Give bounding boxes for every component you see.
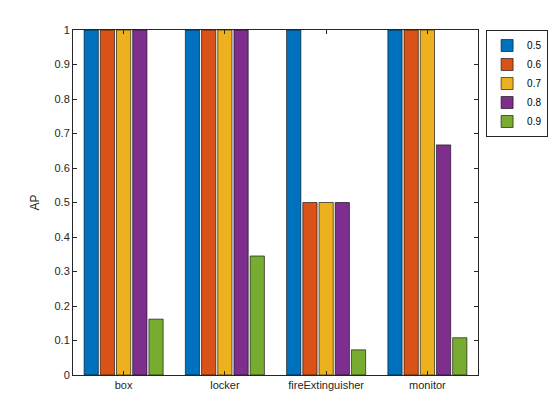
- svg-text:0.8: 0.8: [55, 93, 70, 105]
- svg-text:0.7: 0.7: [527, 78, 541, 89]
- svg-text:1: 1: [64, 24, 70, 36]
- svg-text:0.6: 0.6: [527, 59, 541, 70]
- svg-text:0.9: 0.9: [55, 58, 70, 70]
- svg-text:0.9: 0.9: [527, 116, 541, 127]
- svg-text:0.3: 0.3: [55, 265, 70, 277]
- svg-text:0.7: 0.7: [55, 127, 70, 139]
- svg-text:0.6: 0.6: [55, 162, 70, 174]
- svg-text:0.5: 0.5: [527, 40, 541, 51]
- svg-text:0.1: 0.1: [55, 334, 70, 346]
- svg-text:AP: AP: [28, 194, 42, 210]
- svg-text:0.4: 0.4: [55, 231, 70, 243]
- svg-text:0.8: 0.8: [527, 97, 541, 108]
- svg-text:monitor: monitor: [409, 379, 446, 391]
- svg-text:0.2: 0.2: [55, 300, 70, 312]
- svg-text:0.5: 0.5: [55, 196, 70, 208]
- svg-text:fireExtinguisher: fireExtinguisher: [288, 379, 364, 391]
- svg-text:0: 0: [64, 369, 70, 381]
- svg-text:locker: locker: [210, 379, 240, 391]
- svg-text:box: box: [115, 379, 133, 391]
